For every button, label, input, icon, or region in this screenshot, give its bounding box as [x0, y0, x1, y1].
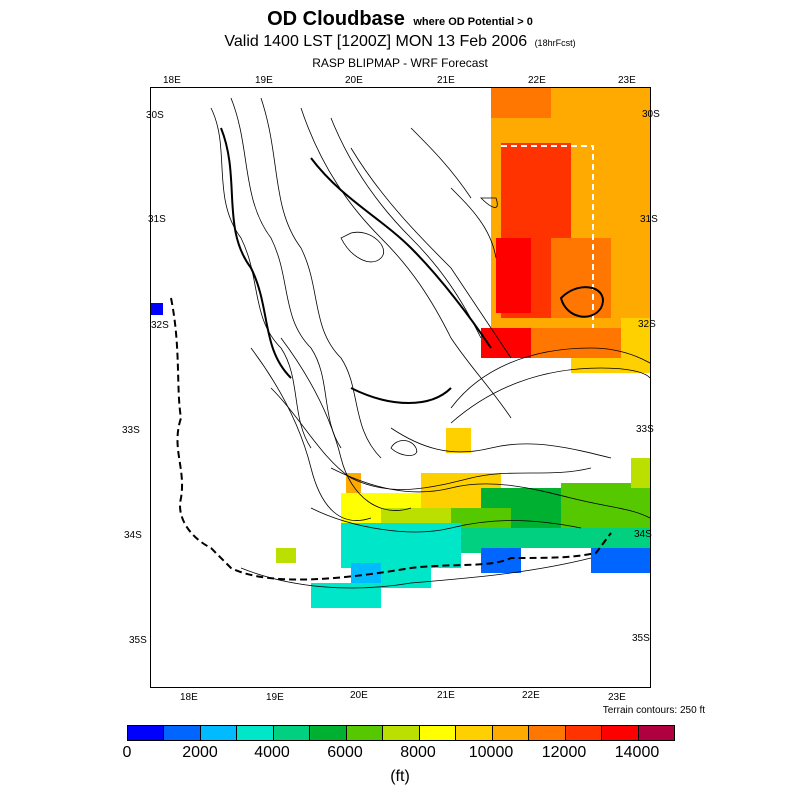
colorbar-tick: 2000 [182, 744, 218, 761]
forecast-hours-text: (18hrFcst) [534, 38, 576, 48]
map-panel [150, 87, 651, 688]
lon-label-top: 23E [618, 75, 636, 86]
colorbar-swatch [346, 726, 384, 740]
lat-label-right: 34S [634, 529, 652, 540]
terrain-contours-major [220, 127, 604, 404]
colorbar-swatch [128, 726, 165, 740]
title-main-text: OD Cloudbase [267, 8, 405, 30]
lat-label-left: 31S [148, 214, 166, 225]
colorbar-swatch [310, 726, 347, 740]
lat-label-left: 33S [122, 425, 140, 436]
region-box [501, 145, 594, 328]
lon-label-bottom: 20E [350, 690, 368, 701]
colorbar-swatch [638, 726, 675, 740]
colorbar-units: (ft) [390, 768, 410, 785]
lat-label-left: 32S [151, 320, 169, 331]
colorbar-swatch [200, 726, 238, 740]
lat-label-left: 34S [124, 530, 142, 541]
colorbar [127, 725, 675, 741]
lat-label-left: 30S [146, 110, 164, 121]
cloudbase-field [151, 88, 650, 608]
colorbar-swatch [237, 726, 274, 740]
lon-label-top: 20E [345, 75, 363, 86]
lon-label-top: 19E [255, 75, 273, 86]
colorbar-swatch [273, 726, 311, 740]
terrain-contours [210, 97, 650, 589]
coastline [170, 297, 612, 581]
terrain-contour-note: Terrain contours: 250 ft [602, 705, 705, 716]
colorbar-tick: 10000 [468, 744, 514, 761]
valid-time-text: Valid 1400 LST [1200Z] MON 13 Feb 2006 [224, 33, 528, 50]
chart-title: OD Cloudbase where OD Potential > 0 [0, 8, 800, 31]
colorbar-swatch [419, 726, 457, 740]
colorbar-swatch [383, 726, 420, 740]
lon-label-bottom: 21E [437, 690, 455, 701]
lon-label-bottom: 18E [180, 692, 198, 703]
lat-label-right: 31S [640, 214, 658, 225]
colorbar-tick: 14000 [614, 744, 660, 761]
subtitle: RASP BLIPMAP - WRF Forecast [312, 56, 488, 70]
map-canvas [151, 88, 650, 687]
lon-label-bottom: 22E [522, 690, 540, 701]
colorbar-tick: 12000 [541, 744, 587, 761]
colorbar-swatch [164, 726, 201, 740]
colorbar-tick: 0 [122, 744, 132, 761]
lat-label-right: 32S [638, 319, 656, 330]
lon-label-top: 22E [528, 75, 546, 86]
colorbar-tick: 8000 [400, 744, 436, 761]
lon-label-top: 18E [163, 75, 181, 86]
lat-label-right: 35S [632, 633, 650, 644]
lon-label-bottom: 19E [266, 692, 284, 703]
colorbar-tick: 6000 [327, 744, 363, 761]
lon-label-top: 21E [437, 75, 455, 86]
lat-label-left: 35S [129, 635, 147, 646]
colorbar-swatch [456, 726, 493, 740]
title-condition-text: where OD Potential > 0 [413, 16, 533, 28]
colorbar-swatch [602, 726, 639, 740]
lon-label-bottom: 23E [608, 692, 626, 703]
colorbar-swatch [529, 726, 566, 740]
colorbar-swatch [492, 726, 530, 740]
lat-label-right: 33S [636, 424, 654, 435]
valid-time-line: Valid 1400 LST [1200Z] MON 13 Feb 2006 (… [0, 33, 800, 51]
lat-label-right: 30S [642, 109, 660, 120]
colorbar-tick: 4000 [254, 744, 290, 761]
colorbar-swatch [565, 726, 603, 740]
